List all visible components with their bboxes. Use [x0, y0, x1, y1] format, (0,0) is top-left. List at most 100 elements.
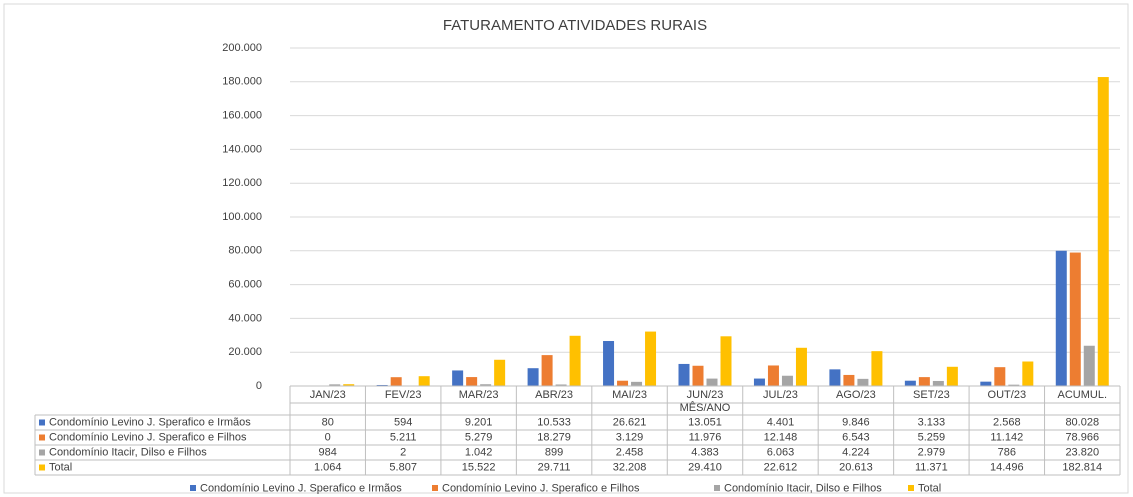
bar [871, 351, 883, 386]
y-tick-label: 160.000 [222, 110, 262, 122]
y-tick-label: 100.000 [222, 211, 262, 223]
table-cell: 2.458 [616, 446, 644, 458]
table-cell: 899 [545, 446, 563, 458]
bar [946, 366, 958, 386]
table-cell: 5.807 [389, 461, 417, 473]
table-series-name: Condomínio Levino J. Sperafico e Filhos [49, 431, 247, 443]
table-cell: 26.621 [613, 416, 647, 428]
bar [603, 341, 615, 386]
table-cell: 4.401 [767, 416, 795, 428]
table-cell: 18.279 [537, 431, 571, 443]
bar [1069, 252, 1081, 386]
bar [1022, 361, 1034, 386]
legend-key [190, 485, 196, 491]
y-tick-label: 80.000 [228, 245, 262, 257]
table-cell: 4.224 [842, 446, 870, 458]
bar [494, 359, 506, 386]
x-axis-label: MÊS/ANO [680, 401, 731, 414]
bar [1097, 77, 1109, 386]
x-tick-label: JAN/23 [310, 389, 346, 401]
bar [569, 335, 581, 386]
table-cell: 3.133 [918, 416, 946, 428]
bar [692, 365, 704, 386]
table-legend-key [39, 449, 45, 456]
table-cell: 32.208 [613, 461, 647, 473]
table-cell: 29.410 [688, 461, 722, 473]
bar [1083, 345, 1095, 386]
y-tick-label: 60.000 [228, 279, 262, 291]
table-cell: 786 [998, 446, 1016, 458]
chart-border [3, 3, 1129, 494]
table-cell: 3.129 [616, 431, 644, 443]
bar [829, 369, 841, 386]
table-legend-key [39, 434, 45, 441]
bar [617, 380, 629, 386]
table-legend-key [39, 419, 45, 426]
bar [1055, 250, 1067, 386]
table-cell: 22.612 [764, 461, 798, 473]
table-cell: 6.543 [842, 431, 870, 443]
y-tick-label: 20.000 [228, 346, 262, 358]
table-cell: 6.063 [767, 446, 795, 458]
bar [767, 365, 779, 386]
legend-label: Condomínio Levino J. Sperafico e Irmãos [200, 482, 402, 494]
x-tick-label: ACUMUL. [1058, 389, 1108, 401]
x-tick-label: SET/23 [913, 389, 950, 401]
y-tick-label: 120.000 [222, 177, 262, 189]
bar [343, 384, 355, 386]
table-cell: 2.979 [918, 446, 946, 458]
table-legend-key [39, 464, 45, 471]
table-cell: 1.042 [465, 446, 493, 458]
bar [932, 380, 944, 386]
legend-key [908, 485, 914, 491]
table-cell: 4.383 [691, 446, 719, 458]
y-tick-label: 40.000 [228, 312, 262, 324]
x-tick-label: ABR/23 [535, 389, 573, 401]
legend-key [432, 485, 438, 491]
legend-label: Total [918, 482, 941, 494]
table-cell: 5.211 [390, 431, 417, 443]
bar [904, 380, 916, 386]
table-cell: 78.966 [1065, 431, 1099, 443]
table-cell: 29.711 [538, 461, 571, 473]
table-cell: 11.142 [990, 431, 1023, 443]
table-cell: 984 [319, 446, 337, 458]
table-cell: 14.496 [990, 461, 1024, 473]
table-cell: 10.533 [537, 416, 571, 428]
table-cell: 9.201 [465, 416, 493, 428]
table-cell: 594 [394, 416, 412, 428]
bar [781, 375, 793, 386]
table-series-name: Condomínio Levino J. Sperafico e Irmãos [49, 416, 251, 428]
bar [418, 376, 430, 386]
table-cell: 182.814 [1062, 461, 1102, 473]
table-series-name: Condomínio Itacir, Dilso e Filhos [49, 446, 207, 458]
bar [480, 384, 492, 386]
chart-title: FATURAMENTO ATIVIDADES RURAIS [443, 17, 707, 34]
legend-label: Condomínio Levino J. Sperafico e Filhos [442, 482, 640, 494]
bar [720, 336, 732, 386]
bar [706, 378, 718, 386]
bar [390, 377, 402, 386]
table-series-name: Total [49, 461, 72, 473]
y-tick-label: 200.000 [222, 42, 262, 54]
bar [329, 384, 341, 386]
bar [645, 331, 657, 386]
table-cell: 23.820 [1065, 446, 1099, 458]
table-cell: 2.568 [993, 416, 1021, 428]
x-tick-label: OUT/23 [988, 389, 1027, 401]
bar [631, 381, 643, 386]
bar [753, 378, 765, 386]
table-cell: 2 [400, 446, 406, 458]
table-cell: 11.371 [915, 461, 948, 473]
bar [376, 384, 388, 386]
table-cell: 11.976 [689, 431, 722, 443]
y-tick-label: 180.000 [222, 76, 262, 88]
legend-label: Condomínio Itacir, Dilso e Filhos [724, 482, 882, 494]
bar [994, 367, 1006, 386]
bar [1008, 384, 1020, 386]
bar [843, 374, 855, 386]
table-cell: 12.148 [764, 431, 798, 443]
x-tick-label: FEV/23 [385, 389, 422, 401]
table-cell: 5.259 [918, 431, 946, 443]
x-tick-label: AGO/23 [836, 389, 876, 401]
